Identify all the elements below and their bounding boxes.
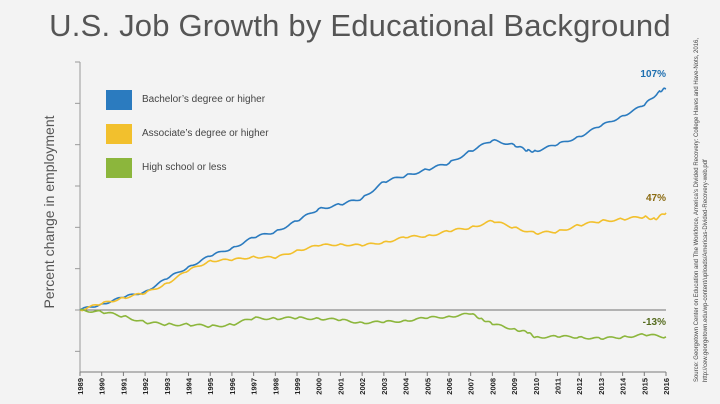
series-line [79, 212, 667, 312]
end-value-label: -13% [643, 317, 666, 328]
source-note-line-2: http://cew.georgetown.edu/wp-content/upl… [703, 159, 709, 383]
x-tick-label: 2009 [510, 378, 519, 395]
chart-title: U.S. Job Growth by Educational Backgroun… [49, 8, 671, 43]
legend-swatch [106, 158, 132, 178]
source-note-line-1: Source: Georgetown Center on Education a… [694, 37, 700, 383]
x-tick-label: 1992 [141, 378, 150, 395]
x-tick-label: 1990 [98, 378, 107, 395]
series-line [79, 87, 667, 311]
legend-label: Bachelor’s degree or higher [142, 94, 266, 105]
end-value-label: 107% [640, 69, 666, 80]
x-tick-label: 1989 [76, 378, 85, 395]
x-tick-label: 2000 [315, 378, 324, 395]
x-tick-label: 1996 [228, 378, 237, 395]
x-tick-label: 1991 [119, 378, 128, 395]
x-tick-label: 2004 [402, 377, 411, 395]
x-tick-label: 2011 [553, 378, 562, 394]
legend-swatch [106, 124, 132, 144]
chart-axes: 1989 1990 1991 1992 1993 1994 1995 1996 1997 1998… [75, 61, 671, 395]
legend-swatch [106, 90, 132, 110]
chart-legend: Bachelor’s degree or higher Associate’s d… [106, 90, 269, 178]
x-tick-label: 2010 [532, 378, 541, 395]
x-tick-label: 1998 [271, 378, 280, 395]
x-tick-label: 1999 [293, 378, 302, 395]
source-note: Source: Georgetown Center on Education a… [693, 38, 711, 382]
x-tick-label: 2015 [640, 378, 649, 395]
x-tick-label: 2014 [619, 377, 628, 395]
x-tick-label: 2006 [445, 378, 454, 395]
x-tick-label: 1994 [185, 377, 194, 395]
legend-label: Associate’s degree or higher [142, 128, 269, 139]
x-tick-label: 2013 [597, 378, 606, 395]
x-tick-label: 1995 [206, 378, 215, 395]
x-tick-label: 2003 [380, 378, 389, 395]
x-tick-label: 2012 [575, 378, 584, 395]
x-tick-label: 2005 [423, 378, 432, 395]
series-line [79, 308, 667, 340]
x-tick-label: 2001 [336, 378, 345, 395]
x-tick-label: 2016 [662, 378, 671, 395]
end-value-labels: 107% 47% -13% [640, 69, 666, 328]
x-tick-label: 2007 [467, 378, 476, 395]
x-tick-label: 2008 [488, 378, 497, 395]
chart-series [79, 87, 667, 340]
end-value-label: 47% [646, 193, 666, 204]
x-tick-label: 1997 [250, 378, 259, 395]
x-tick-label: 2002 [358, 378, 367, 395]
x-tick-label: 1993 [163, 378, 172, 395]
legend-label: High school or less [142, 162, 226, 173]
